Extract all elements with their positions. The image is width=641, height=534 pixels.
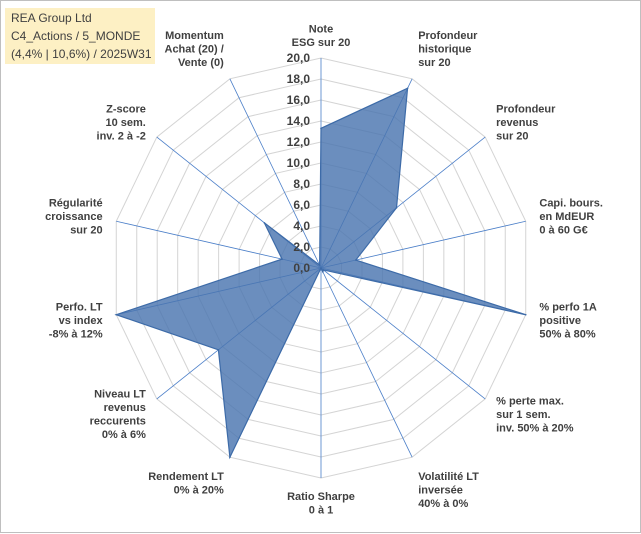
axis-label: Niveau LT revenus reccurents 0% à 6% (90, 389, 147, 442)
data-point (217, 349, 220, 351)
axis-label-line: sur 20 (496, 131, 528, 143)
radial-tick-label: 10,0 (287, 156, 311, 170)
radial-tick-label: 20,0 (287, 51, 311, 65)
axis-label-line: vs index (59, 315, 104, 327)
axis-label-line: 10 sem. (105, 117, 145, 129)
axis-label: Momentum Achat (20) / Vente (0) (165, 30, 225, 69)
axis-label: Ratio Sharpe 0 à 1 (287, 491, 355, 517)
axis-label-line: % perfo 1A (539, 302, 597, 314)
axis-label-line: 0 à 1 (309, 505, 333, 517)
radial-tick-label: 12,0 (287, 135, 311, 149)
axis-label-line: Perfo. LT (56, 302, 103, 314)
axis-spoke (320, 267, 486, 400)
axis-label-line: inv. 50% à 20% (496, 422, 574, 434)
axis-label-line: en MdEUR (539, 211, 594, 223)
axis-label-line: Régularité (49, 197, 103, 209)
axis-label: % perte max. sur 1 sem. inv. 50% à 20% (496, 395, 574, 434)
data-point (395, 206, 398, 209)
axis-label-line: Niveau LT (94, 389, 146, 401)
data-point (318, 264, 321, 266)
axis-label-line: inv. 2 à -2 (97, 131, 146, 143)
data-point (320, 267, 322, 269)
axis-label-line: 0% à 20% (174, 484, 224, 496)
axis-label: Profondeur historique sur 20 (418, 30, 478, 69)
radial-tick-label: 8,0 (293, 177, 310, 191)
radar-series (114, 87, 527, 460)
radial-tick-label: 16,0 (287, 93, 311, 107)
axis-label-line: 50% à 80% (539, 329, 595, 341)
title-line-period: (4,4% | 10,6%) / 2025W31 (11, 47, 152, 61)
data-point (263, 222, 266, 224)
axis-label: Note ESG sur 20 (292, 24, 351, 50)
axis-label-line: Volatilité LT (418, 471, 479, 483)
axis-label: Perfo. LT vs index -8% à 12% (49, 302, 104, 341)
radial-tick-label: 6,0 (293, 198, 310, 212)
axis-label-line: croissance (45, 211, 102, 223)
data-point (229, 456, 231, 459)
axis-label-line: % perte max. (496, 395, 564, 407)
radial-tick-label: 18,0 (287, 72, 311, 86)
data-point (322, 270, 324, 273)
axis-label-line: 40% à 0% (418, 498, 468, 510)
axis-label-line: Capi. bours. (539, 197, 603, 209)
axis-label: Profondeur revenus sur 20 (496, 104, 556, 143)
axis-label: Z-score 10 sem. inv. 2 à -2 (97, 104, 146, 143)
axis-spoke (229, 78, 322, 269)
axis-label-line: Achat (20) / (165, 44, 224, 56)
axis-label: Capi. bours. en MdEUR 0 à 60 G€ (539, 197, 603, 236)
axis-label-line: reccurents (90, 416, 146, 428)
axis-label-line: Profondeur (418, 30, 478, 42)
axis-label-line: ESG sur 20 (292, 37, 351, 49)
axis-label-line: Ratio Sharpe (287, 491, 355, 503)
data-point (322, 269, 325, 271)
axis-label-line: -8% à 12% (49, 329, 103, 341)
data-point (355, 259, 357, 261)
axis-label: Régularité croissance sur 20 (45, 197, 102, 236)
title-line-company: REA Group Ltd (11, 11, 92, 25)
data-point (281, 258, 283, 260)
radar-tick-labels: 0,0 2,0 4,0 6,0 8,0 10,0 12,0 14,0 16,0 18,0 20,0 (287, 51, 311, 275)
axis-label-line: positive (539, 315, 581, 327)
axis-label-line: Profondeur (496, 104, 556, 116)
axis-label-line: historique (418, 44, 471, 56)
axis-label-line: Rendement LT (148, 471, 224, 483)
axis-label-line: inversée (418, 484, 463, 496)
title-line-category: C4_Actions / 5_MONDE (11, 29, 141, 43)
axis-label: Volatilité LT inversée 40% à 0% (418, 471, 479, 510)
radial-tick-label: 2,0 (293, 240, 310, 254)
radial-tick-label: 4,0 (293, 219, 310, 233)
data-point (524, 313, 527, 316)
axis-label: Rendement LT 0% à 20% (148, 471, 224, 497)
axis-label-line: sur 1 sem. (496, 409, 550, 421)
axis-label-line: Z-score (106, 104, 146, 116)
axis-label-line: Note (309, 24, 333, 36)
radial-tick-label: 0,0 (293, 261, 310, 275)
data-point (115, 313, 118, 316)
axis-label-line: sur 20 (70, 224, 102, 236)
axis-label-line: 0% à 6% (102, 429, 146, 441)
axis-label-line: revenus (496, 117, 538, 129)
axis-label-line: Vente (0) (178, 57, 224, 69)
axis-label: % perfo 1A positive 50% à 80% (539, 302, 597, 341)
axis-label-line: Momentum (165, 30, 224, 42)
data-point (320, 127, 322, 130)
axis-label-line: 0 à 60 G€ (539, 224, 587, 236)
chart-title-box: REA Group Ltd C4_Actions / 5_MONDE (4,4%… (5, 8, 155, 64)
radial-tick-label: 14,0 (287, 114, 311, 128)
data-point (406, 87, 409, 90)
axis-spoke (320, 267, 413, 458)
axis-label-line: revenus (104, 402, 146, 414)
axis-label-line: sur 20 (418, 57, 450, 69)
